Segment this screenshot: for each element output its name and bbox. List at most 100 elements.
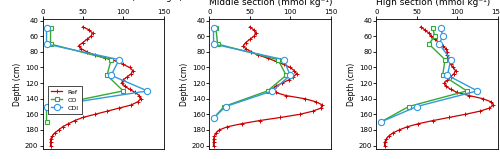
Ref xyxy=(444,57,450,59)
CDI xyxy=(144,90,150,92)
Ref xyxy=(432,38,438,40)
Ref xyxy=(243,41,249,43)
Ref xyxy=(290,76,296,78)
Ref xyxy=(396,129,402,131)
CO xyxy=(48,28,54,29)
Ref xyxy=(124,76,130,78)
Ref xyxy=(52,132,58,134)
Ref xyxy=(60,126,66,128)
Text: Lower section: Lower section xyxy=(42,0,119,2)
Ref xyxy=(48,142,54,143)
CO xyxy=(213,28,219,29)
Ref xyxy=(122,85,128,87)
Ref xyxy=(66,123,71,125)
Ref xyxy=(448,63,454,65)
CO xyxy=(264,90,270,92)
CDI xyxy=(378,121,384,123)
Ref xyxy=(488,101,494,103)
Line: CO: CO xyxy=(211,26,288,121)
Text: (mmol kg⁻¹): (mmol kg⁻¹) xyxy=(129,0,182,2)
CDI xyxy=(116,59,122,61)
Ref xyxy=(72,120,78,121)
Ref xyxy=(444,54,450,56)
Ref xyxy=(213,132,219,134)
Ref xyxy=(247,38,253,40)
Ref xyxy=(486,107,492,109)
Legend: Ref, CO, CDI: Ref, CO, CDI xyxy=(48,86,82,114)
Y-axis label: Depth (cm): Depth (cm) xyxy=(347,63,356,106)
Ref xyxy=(240,45,246,47)
Y-axis label: Depth (cm): Depth (cm) xyxy=(180,63,189,106)
Ref xyxy=(104,110,110,112)
Ref xyxy=(130,70,136,72)
Ref xyxy=(436,41,442,43)
Ref xyxy=(251,29,257,31)
Ref xyxy=(210,142,216,143)
Ref xyxy=(297,113,303,115)
Ref xyxy=(92,113,98,115)
Ref xyxy=(88,35,94,37)
CO xyxy=(120,90,126,92)
Ref xyxy=(80,41,86,43)
Ref xyxy=(318,107,324,109)
CO xyxy=(48,43,54,45)
CO xyxy=(430,28,436,29)
CDI xyxy=(210,43,216,45)
Ref xyxy=(283,95,289,97)
CDI xyxy=(436,43,442,45)
CO xyxy=(426,43,432,45)
CDI xyxy=(222,106,228,107)
Ref xyxy=(264,57,270,59)
Line: Ref: Ref xyxy=(382,25,496,148)
CO xyxy=(440,74,446,76)
Ref xyxy=(390,132,396,134)
CO xyxy=(378,121,384,123)
CO xyxy=(210,117,216,119)
Ref xyxy=(84,51,90,53)
Ref xyxy=(86,29,92,31)
Ref xyxy=(272,85,278,87)
Ref xyxy=(310,110,316,112)
CDI xyxy=(44,43,50,45)
CO xyxy=(406,106,412,107)
Ref xyxy=(450,66,456,68)
Ref xyxy=(291,70,297,72)
Ref xyxy=(313,101,319,103)
Ref xyxy=(286,79,292,81)
CO xyxy=(214,43,220,45)
CDI xyxy=(438,28,444,29)
Ref xyxy=(128,73,134,75)
Ref xyxy=(243,48,249,50)
Ref xyxy=(428,35,434,37)
Ref xyxy=(76,45,82,47)
Line: CDI: CDI xyxy=(44,25,150,110)
Ref xyxy=(418,26,424,28)
Ref xyxy=(279,82,285,84)
Ref xyxy=(126,88,132,90)
Ref xyxy=(444,51,450,53)
Ref xyxy=(251,35,257,37)
Ref xyxy=(247,26,253,28)
Ref xyxy=(448,88,454,90)
Ref xyxy=(440,45,446,47)
Y-axis label: Depth (cm): Depth (cm) xyxy=(13,63,22,106)
Line: Ref: Ref xyxy=(48,25,143,148)
CDI xyxy=(280,59,286,61)
Ref xyxy=(49,135,55,137)
CDI xyxy=(210,28,216,29)
CO xyxy=(44,106,50,107)
Text: High section (mmol kg⁻¹): High section (mmol kg⁻¹) xyxy=(376,0,490,7)
Ref xyxy=(56,129,62,131)
Ref xyxy=(90,32,96,34)
Ref xyxy=(255,54,261,56)
CDI xyxy=(474,90,480,92)
Ref xyxy=(448,76,454,78)
Ref xyxy=(477,110,483,112)
Ref xyxy=(426,32,432,34)
CO xyxy=(432,35,438,37)
Ref xyxy=(212,135,218,137)
Ref xyxy=(382,142,388,143)
CO xyxy=(221,106,227,107)
Ref xyxy=(446,117,452,118)
Ref xyxy=(128,104,134,106)
